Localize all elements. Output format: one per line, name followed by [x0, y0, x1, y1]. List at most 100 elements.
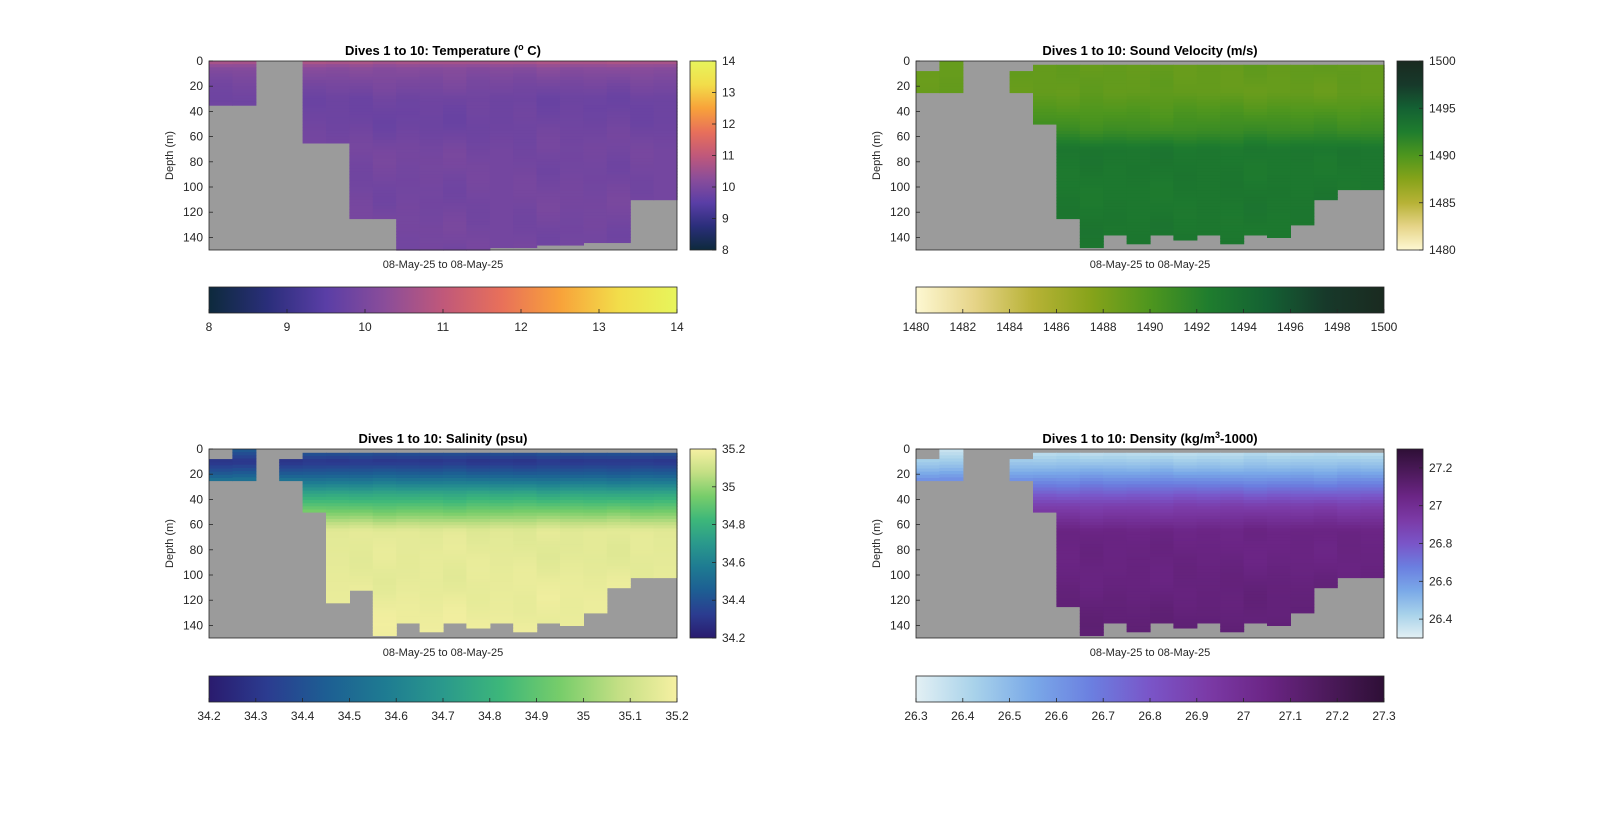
heatmap-cell — [372, 114, 397, 119]
heatmap-cell — [939, 464, 964, 469]
heatmap-cell — [560, 500, 584, 504]
heatmap-cell — [1337, 77, 1362, 82]
heatmap-cell — [396, 152, 421, 157]
heatmap-cell — [489, 149, 514, 153]
heatmap-cell — [489, 569, 514, 574]
x-axis-label: 08-May-25 to 08-May-25 — [383, 259, 503, 271]
heatmap-cell — [1220, 200, 1245, 204]
heatmap-cell — [1173, 518, 1198, 523]
heatmap-cell — [1290, 509, 1315, 514]
heatmap-cell — [1079, 102, 1104, 107]
heatmap-cell — [560, 569, 584, 574]
heatmap-cell — [489, 528, 514, 533]
heatmap-cell — [536, 177, 561, 182]
heatmap-cell — [653, 468, 678, 473]
heatmap-cell — [606, 146, 631, 150]
heatmap-cell — [1173, 187, 1198, 192]
heatmap-cell — [1220, 93, 1245, 97]
heatmap-cell — [583, 105, 608, 109]
heatmap-cell — [1290, 553, 1315, 558]
heatmap-cell — [1337, 130, 1362, 135]
heatmap-cell — [489, 89, 514, 94]
heatmap-cell — [1173, 509, 1198, 514]
heatmap-cell — [1173, 121, 1198, 126]
heatmap-cell — [1360, 525, 1385, 529]
heatmap-cell — [1267, 481, 1291, 485]
heatmap-cell — [1056, 540, 1081, 545]
heatmap-cell — [466, 190, 491, 194]
heatmap-cell — [1220, 522, 1245, 526]
heatmap-cell — [326, 79, 350, 84]
heatmap-cell — [396, 133, 421, 138]
heatmap-cell — [1220, 171, 1245, 176]
heatmap-cell — [630, 79, 655, 84]
heatmap-cell — [396, 619, 421, 624]
heatmap-cell — [1196, 619, 1221, 624]
heatmap-cell — [1267, 149, 1291, 154]
heatmap-cell — [630, 120, 655, 125]
y-tick-label: 80 — [897, 543, 911, 557]
heatmap-cell — [1196, 74, 1221, 78]
heatmap-cell — [1150, 162, 1174, 167]
heatmap-cell — [489, 547, 514, 552]
heatmap-cell — [1360, 462, 1385, 466]
heatmap-cell — [1173, 563, 1198, 567]
heatmap-cell — [1267, 112, 1291, 116]
heatmap-cell — [1103, 228, 1128, 233]
heatmap-cell — [1337, 134, 1362, 138]
heatmap-cell — [1243, 597, 1268, 602]
heatmap-cell — [1126, 455, 1151, 460]
heatmap-cell — [560, 534, 584, 539]
heatmap-cell — [1220, 459, 1245, 463]
heatmap-cell — [326, 92, 350, 97]
heatmap-cell — [396, 484, 421, 489]
heatmap-cell — [513, 174, 538, 179]
heatmap-cell — [1126, 616, 1151, 621]
heatmap-cell — [1267, 534, 1291, 539]
heatmap-cell — [1220, 178, 1245, 182]
colorbar-vertical — [689, 60, 717, 251]
y-tick-label: 20 — [190, 467, 204, 481]
heatmap-cell — [630, 550, 655, 555]
heatmap-cell — [1103, 130, 1128, 135]
heatmap-cell — [1056, 156, 1081, 160]
heatmap-cell — [606, 518, 631, 523]
heatmap-cell — [419, 594, 444, 599]
heatmap-cell — [1079, 74, 1104, 78]
heatmap-cell — [1173, 215, 1198, 220]
heatmap-cell — [1267, 225, 1291, 230]
heatmap-cell — [583, 559, 608, 564]
heatmap-cell — [1290, 490, 1315, 495]
heatmap-cell — [560, 509, 584, 514]
heatmap-cell — [326, 506, 350, 511]
heatmap-cell — [630, 481, 655, 485]
heatmap-cell — [396, 243, 421, 248]
heatmap-cell — [1173, 212, 1198, 217]
heatmap-cell — [513, 212, 538, 216]
heatmap-cell — [653, 108, 678, 112]
heatmap-cell — [419, 70, 444, 75]
heatmap-cell — [1103, 493, 1128, 498]
heatmap-cell — [1173, 181, 1198, 186]
heatmap-cell — [1313, 124, 1338, 129]
heatmap-cell — [653, 500, 678, 504]
heatmap-cell — [560, 515, 584, 520]
heatmap-cell — [513, 231, 538, 235]
heatmap-cell — [536, 124, 561, 128]
heatmap-cell — [606, 493, 631, 498]
heatmap-cell — [489, 209, 514, 213]
heatmap-cell — [606, 171, 631, 175]
heatmap-cell — [1360, 503, 1385, 507]
colorbar-tick-label: 13 — [592, 320, 606, 334]
heatmap-cell — [583, 462, 608, 466]
heatmap-cell — [443, 569, 467, 574]
y-tick-label: 40 — [190, 104, 204, 118]
heatmap-cell — [372, 136, 397, 141]
heatmap-cell — [1243, 500, 1268, 504]
heatmap-cell — [1079, 493, 1104, 498]
heatmap-cell — [606, 224, 631, 229]
heatmap-cell — [466, 146, 491, 150]
heatmap-cell — [372, 83, 397, 87]
